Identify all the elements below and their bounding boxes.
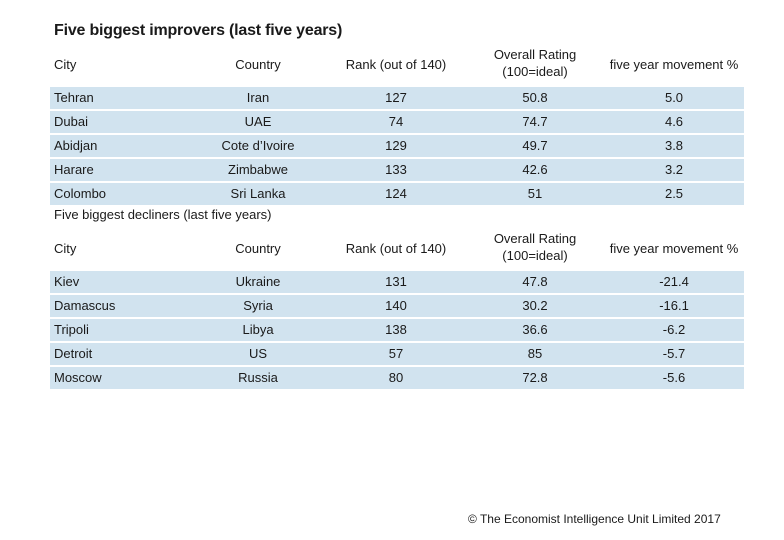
header-rank-label: Rank (out of 140) <box>345 57 447 72</box>
table-row: Kiev Ukraine 131 47.8 -21.4 <box>50 271 744 293</box>
cell-country-value: Cote d’Ivoire <box>221 138 295 153</box>
cell-rating-value: 36.6 <box>522 322 548 337</box>
table-row: Colombo Sri Lanka 124 51 2.5 <box>50 183 744 205</box>
cell-rating-value: 51 <box>527 186 543 201</box>
header-country-label: Country <box>235 57 281 72</box>
cell-city-value: Harare <box>54 162 94 177</box>
cell-country-value: Syria <box>243 298 273 313</box>
cell-rating-value: 72.8 <box>522 370 548 385</box>
header-country-label: Country <box>235 241 281 256</box>
cell-city: Moscow <box>54 370 102 386</box>
decliners-rows: Kiev Ukraine 131 47.8 -21.4 Damascus Syria 140 3… <box>50 271 744 389</box>
table-row: Harare Zimbabwe 133 42.6 3.2 <box>50 159 744 181</box>
cell-city: Damascus <box>54 298 115 314</box>
decliners-title: Five biggest decliners (last five years) <box>54 207 272 222</box>
cell-country-value: Ukraine <box>235 274 281 289</box>
cell-rank-value: 57 <box>388 346 404 361</box>
cell-rank-value: 124 <box>385 186 407 201</box>
header-movement-label: five year movement % <box>609 57 739 72</box>
copyright-notice: © The Economist Intelligence Unit Limite… <box>468 512 721 526</box>
cell-city-value: Moscow <box>54 370 102 385</box>
cell-country-value: Zimbabwe <box>228 162 288 177</box>
cell-country-value: US <box>248 346 268 361</box>
table-header: City Country Rank (out of 140) Overall R… <box>50 44 744 85</box>
decliners-table: City Country Rank (out of 140) Overall R… <box>50 228 744 389</box>
cell-rank-value: 131 <box>385 274 407 289</box>
cell-rank-value: 127 <box>385 90 407 105</box>
cell-city: Detroit <box>54 346 92 362</box>
cell-city: Tripoli <box>54 322 89 338</box>
table-row: Tehran Iran 127 50.8 5.0 <box>50 87 744 109</box>
cell-movement-value: -5.6 <box>662 370 686 385</box>
header-rank-label: Rank (out of 140) <box>345 241 447 256</box>
cell-rank-value: 74 <box>388 114 404 129</box>
cell-rank-value: 129 <box>385 138 407 153</box>
table-row: Moscow Russia 80 72.8 -5.6 <box>50 367 744 389</box>
header-city: City <box>54 241 77 256</box>
header-city: City <box>54 57 77 72</box>
cell-city-value: Kiev <box>54 274 80 289</box>
table-row: Damascus Syria 140 30.2 -16.1 <box>50 295 744 317</box>
cell-country-value: Sri Lanka <box>230 186 286 201</box>
cell-movement-value: -6.2 <box>662 322 686 337</box>
cell-city: Tehran <box>54 90 94 106</box>
improvers-rows: Tehran Iran 127 50.8 5.0 Dubai UAE 74 74.7 4.6 Abi… <box>50 87 744 205</box>
cell-country-value: Russia <box>238 370 278 385</box>
improvers-table: City Country Rank (out of 140) Overall R… <box>50 44 744 205</box>
cell-city: Dubai <box>54 114 88 130</box>
cell-rating-value: 49.7 <box>522 138 548 153</box>
cell-rating-value: 74.7 <box>522 114 548 129</box>
header-movement-label: five year movement % <box>609 241 739 256</box>
improvers-title: Five biggest improvers (last five years) <box>54 22 343 39</box>
cell-city: Abidjan <box>54 138 97 154</box>
table-row: Abidjan Cote d’Ivoire 129 49.7 3.8 <box>50 135 744 157</box>
cell-rank-value: 140 <box>385 298 407 313</box>
cell-city-value: Tripoli <box>54 322 89 337</box>
cell-rank-value: 80 <box>388 370 404 385</box>
cell-movement-value: -21.4 <box>659 274 689 289</box>
table-header: City Country Rank (out of 140) Overall R… <box>50 228 744 269</box>
header-rating-line1: Overall Rating <box>493 231 577 246</box>
cell-movement-value: 2.5 <box>664 186 684 201</box>
cell-movement-value: 3.2 <box>664 162 684 177</box>
cell-rank-value: 138 <box>385 322 407 337</box>
cell-rating-value: 47.8 <box>522 274 548 289</box>
cell-city-value: Abidjan <box>54 138 98 153</box>
cell-rating-value: 42.6 <box>522 162 548 177</box>
table-row: Dubai UAE 74 74.7 4.6 <box>50 111 744 133</box>
cell-movement-value: 3.8 <box>664 138 684 153</box>
cell-city-value: Detroit <box>54 346 93 361</box>
cell-city: Colombo <box>54 186 106 202</box>
cell-movement-value: 5.0 <box>664 90 684 105</box>
cell-city-value: Tehran <box>54 90 94 105</box>
table-row: Detroit US 57 85 -5.7 <box>50 343 744 365</box>
cell-rank-value: 133 <box>385 162 407 177</box>
header-rating-line1: Overall Rating <box>493 47 577 62</box>
cell-city-value: Damascus <box>54 298 116 313</box>
cell-city-value: Colombo <box>54 186 107 201</box>
header-rating-line2: (100=ideal) <box>502 248 568 263</box>
cell-city-value: Dubai <box>54 114 88 129</box>
table-row: Tripoli Libya 138 36.6 -6.2 <box>50 319 744 341</box>
cell-country-value: Libya <box>242 322 274 337</box>
cell-rating-value: 85 <box>527 346 543 361</box>
cell-country-value: UAE <box>244 114 272 129</box>
cell-country-value: Iran <box>246 90 270 105</box>
cell-city: Kiev <box>54 274 79 290</box>
header-rating-line2: (100=ideal) <box>502 64 568 79</box>
cell-rating-value: 30.2 <box>522 298 548 313</box>
cell-city: Harare <box>54 162 94 178</box>
cell-movement-value: -16.1 <box>659 298 689 313</box>
cell-movement-value: 4.6 <box>664 114 684 129</box>
cell-rating-value: 50.8 <box>522 90 548 105</box>
cell-movement-value: -5.7 <box>662 346 686 361</box>
